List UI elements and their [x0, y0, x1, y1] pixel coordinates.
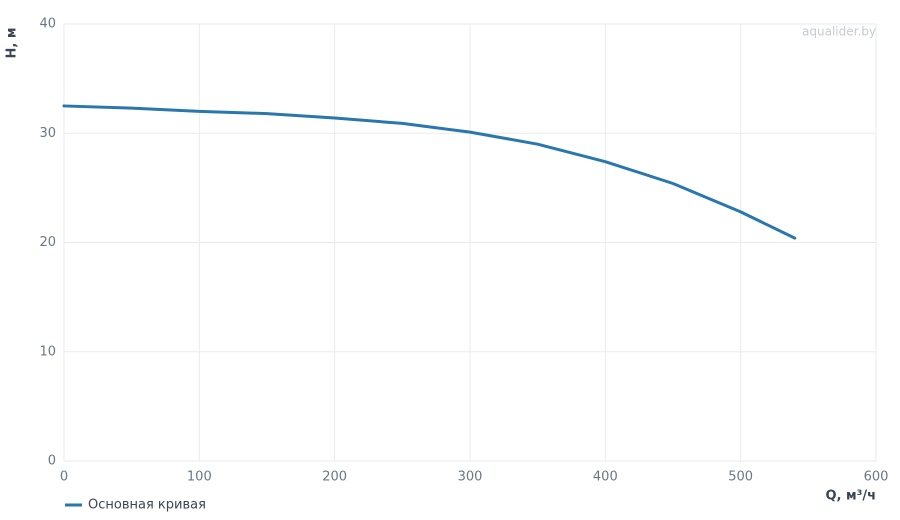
watermark: aqualider.by [802, 25, 876, 39]
x-tick-label: 400 [593, 470, 618, 485]
y-tick-label: 0 [48, 454, 56, 469]
x-tick-label: 200 [322, 470, 347, 485]
line-series [62, 104, 797, 240]
x-tick-label: 0 [60, 470, 68, 485]
y-tick-label: 20 [39, 235, 56, 250]
x-tick-label: 100 [187, 470, 212, 485]
x-axis-label: Q, м³/ч [825, 489, 876, 504]
y-tick-label: 30 [39, 126, 56, 141]
y-tick-label: 10 [39, 344, 56, 359]
y-axis-label: H, м [5, 28, 20, 59]
x-tick-label: 600 [864, 470, 889, 485]
y-tick-label: 40 [39, 17, 56, 32]
legend-label: Основная кривая [88, 498, 206, 513]
x-tick-label: 300 [458, 470, 483, 485]
x-tick-label: 500 [728, 470, 753, 485]
